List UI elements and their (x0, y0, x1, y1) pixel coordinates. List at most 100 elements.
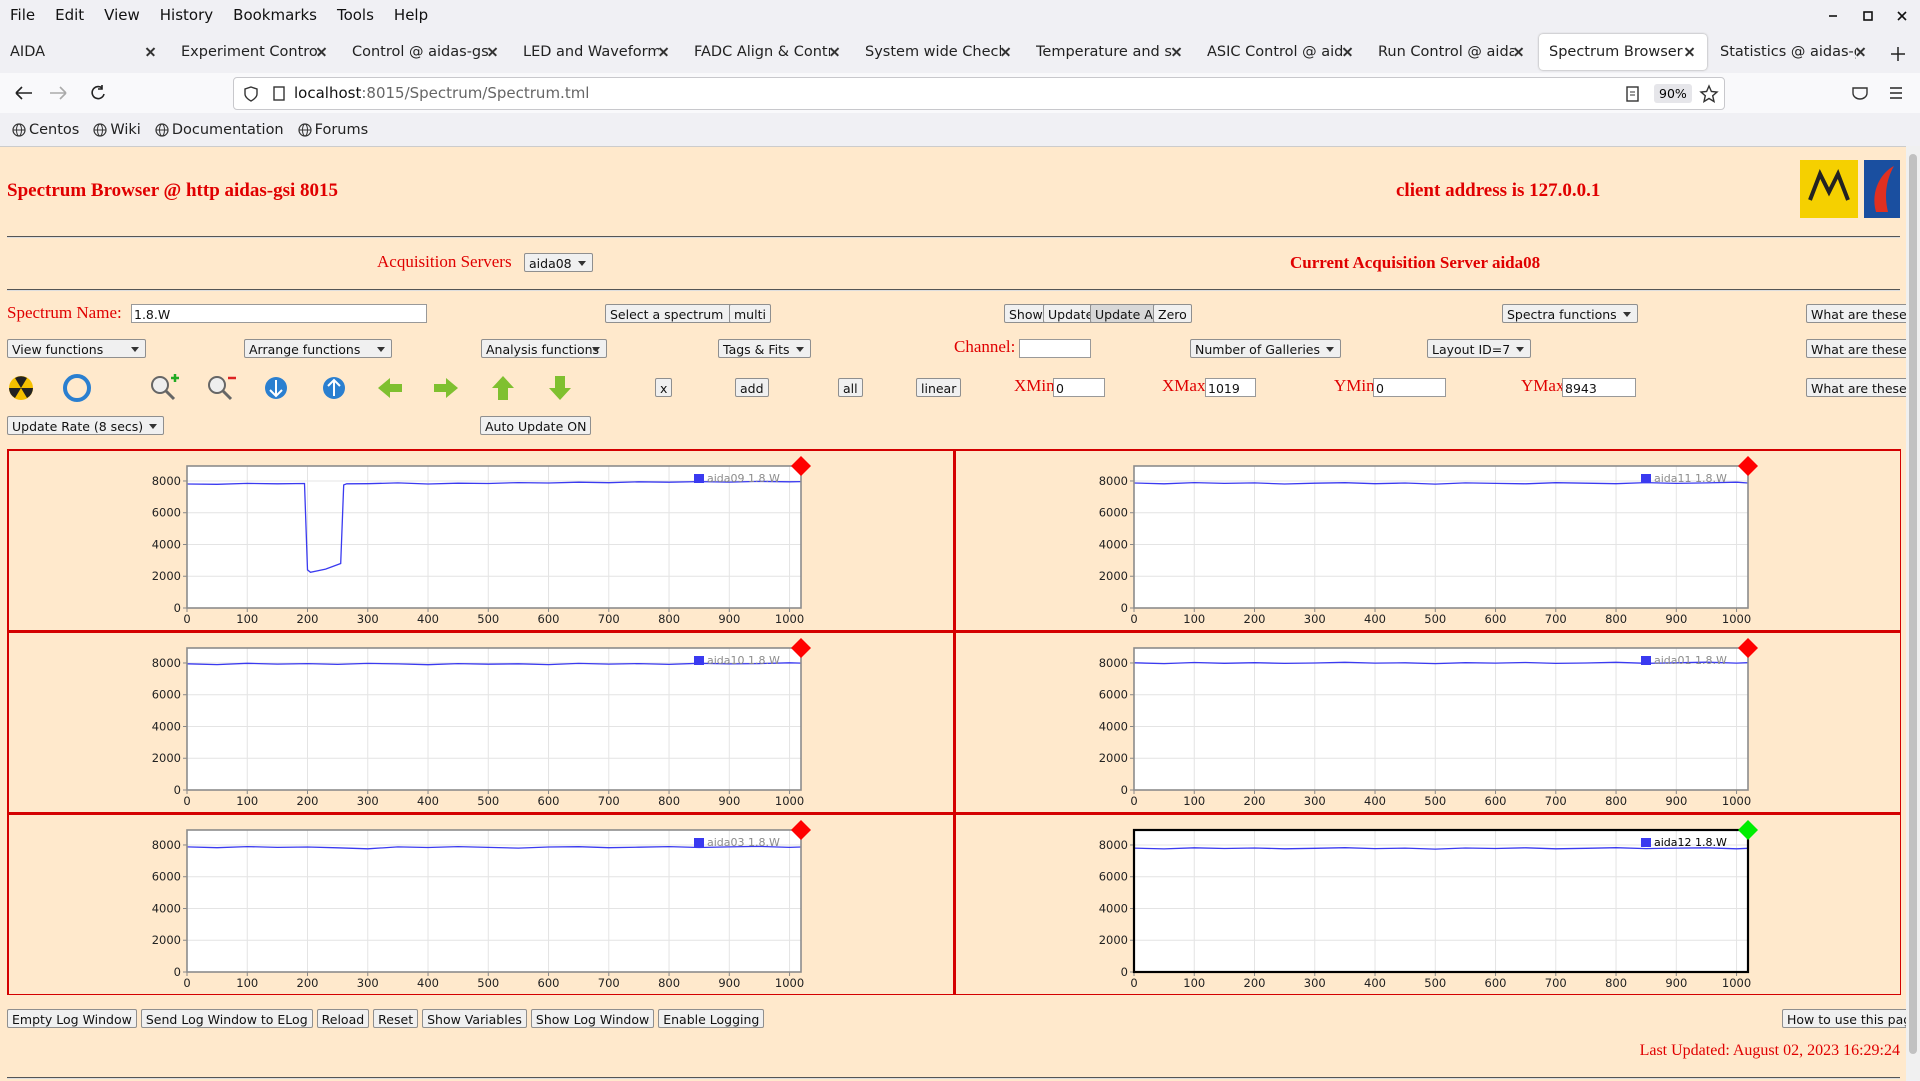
bookmark[interactable]: Documentation (155, 122, 284, 138)
tab[interactable]: FADC Align & Contro (684, 34, 852, 70)
zoom-level[interactable]: 90% (1654, 84, 1692, 103)
footer-button[interactable]: Reload (316, 1009, 370, 1028)
x-tick-label: 800 (1605, 794, 1627, 808)
x-tick-label: 200 (297, 794, 319, 808)
ymax-input[interactable]: 8943 (1562, 378, 1636, 397)
x-tick-label: 300 (1304, 612, 1326, 626)
divider (7, 236, 1900, 238)
spectrum-name-label: Spectrum Name: (7, 303, 122, 322)
x-tick-label: 200 (1244, 794, 1266, 808)
auto-update-button[interactable]: Auto Update ON (480, 416, 592, 435)
url-bar[interactable]: localhost:8015/Spectrum/Spectrum.tml 90% (233, 77, 1725, 110)
footer-button[interactable]: Empty Log Window (7, 1009, 137, 1028)
globe-icon (93, 123, 107, 137)
button[interactable]: linear (916, 378, 962, 397)
button[interactable]: Show (1004, 304, 1048, 323)
y-tick-label: 2000 (152, 569, 181, 583)
tab[interactable]: ASIC Control @ aida (1197, 34, 1365, 70)
bookmark[interactable]: Centos (12, 122, 79, 138)
bookmark-star[interactable] (1699, 84, 1719, 104)
status-marker (791, 638, 811, 658)
scroll-thumb[interactable] (1909, 154, 1917, 1054)
multi-button[interactable]: multi (729, 304, 771, 323)
y-tick-label: 8000 (1099, 474, 1128, 488)
plot-frame (186, 647, 802, 791)
footer-button[interactable]: Enable Logging (658, 1009, 765, 1028)
help-button[interactable]: What are these? (1806, 378, 1919, 397)
button[interactable]: Zero (1153, 304, 1192, 323)
button[interactable]: Update (1043, 304, 1099, 323)
bookmark-label: Centos (29, 122, 80, 138)
toolbar-icons[interactable] (1850, 83, 1910, 103)
menu-item[interactable]: Tools (336, 6, 374, 24)
select[interactable]: View functions (7, 339, 146, 358)
layout-select[interactable]: Layout ID=7 (1427, 339, 1532, 358)
spectra-functions[interactable]: Spectra functions (1502, 304, 1638, 323)
spectrum-line (186, 480, 802, 573)
spectrum-name-input[interactable]: 1.8.W (131, 304, 427, 323)
button[interactable]: all (838, 378, 863, 397)
logos (1800, 160, 1900, 218)
button[interactable]: add (735, 378, 769, 397)
tab[interactable]: LED and Waveform c (513, 34, 681, 70)
acq-select[interactable]: aida08 (524, 253, 593, 272)
menu-item[interactable]: File (10, 6, 36, 24)
x-tick-label: 900 (1665, 612, 1687, 626)
legend-swatch (694, 474, 704, 483)
new-tab[interactable] (1888, 44, 1908, 64)
tab-title: Statistics @ aidas-gsi (1720, 44, 1856, 60)
x-tick-label: 100 (236, 976, 258, 990)
footer-button[interactable]: Show Variables (422, 1009, 527, 1028)
status-marker (1738, 456, 1758, 476)
tab[interactable]: AIDA (0, 34, 168, 70)
how-to-button[interactable]: How to use this page (1782, 1009, 1920, 1028)
spectrum-line (1133, 481, 1749, 485)
galleries-select[interactable]: Number of Galleries (1190, 339, 1342, 358)
select[interactable]: Analysis functions (481, 339, 607, 358)
button[interactable]: x (655, 378, 673, 397)
xmin-input[interactable]: 0 (1053, 378, 1105, 397)
footer-button[interactable]: Reset (373, 1009, 419, 1028)
button[interactable]: Update All (1090, 304, 1165, 323)
tab-title: LED and Waveform c (523, 44, 659, 60)
footer-button[interactable]: Show Log Window (530, 1009, 655, 1028)
tab[interactable]: Temperature and sta (1026, 34, 1194, 70)
tab[interactable]: Run Control @ aidas (1368, 34, 1536, 70)
window-controls[interactable] (1820, 6, 1916, 26)
tab[interactable]: Control @ aidas-gsi (342, 34, 510, 70)
ymin-label: YMin (1334, 376, 1375, 395)
x-tick-label: 700 (598, 794, 620, 808)
tab[interactable]: Statistics @ aidas-gsi (1710, 34, 1878, 70)
y-tick-label: 6000 (152, 506, 181, 520)
select[interactable]: Tags & Fits (718, 339, 811, 358)
tool-icons[interactable] (0, 368, 600, 408)
channel-input[interactable] (1019, 339, 1091, 358)
scrollbar[interactable] (1906, 146, 1920, 1080)
update-rate-select[interactable]: Update Rate (8 secs) (7, 416, 165, 435)
select[interactable]: Arrange functions (244, 339, 392, 358)
x-tick-label: 500 (477, 612, 499, 626)
menu-item[interactable]: Bookmarks (233, 6, 317, 24)
tab-title: AIDA (10, 44, 46, 60)
nav-buttons[interactable] (12, 82, 112, 104)
footer-button[interactable]: Send Log Window to ELog (140, 1009, 313, 1028)
tab[interactable]: System wide Checks (855, 34, 1023, 70)
bookmark[interactable]: Forums (298, 122, 368, 138)
menu-item[interactable]: View (104, 6, 140, 24)
menu-item[interactable]: Edit (55, 6, 85, 24)
menu-item[interactable]: History (159, 6, 214, 24)
ymin-input[interactable]: 0 (1373, 378, 1446, 397)
xmax-input[interactable]: 1019 (1205, 378, 1256, 397)
tab[interactable]: Spectrum Browser @ (1539, 34, 1707, 70)
y-tick-label: 4000 (152, 719, 181, 733)
help-button[interactable]: What are these? (1806, 304, 1919, 323)
tab-title: ASIC Control @ aida (1207, 44, 1343, 60)
menu-item[interactable]: Help (393, 6, 429, 24)
help-button[interactable]: What are these? (1806, 339, 1919, 358)
select-spectrum[interactable]: Select a spectrum (605, 304, 745, 323)
reader-icon[interactable] (1624, 85, 1642, 103)
x-tick-label: 700 (1545, 612, 1567, 626)
tab[interactable]: Experiment Control @ (171, 34, 339, 70)
bookmark[interactable]: Wiki (93, 122, 141, 138)
